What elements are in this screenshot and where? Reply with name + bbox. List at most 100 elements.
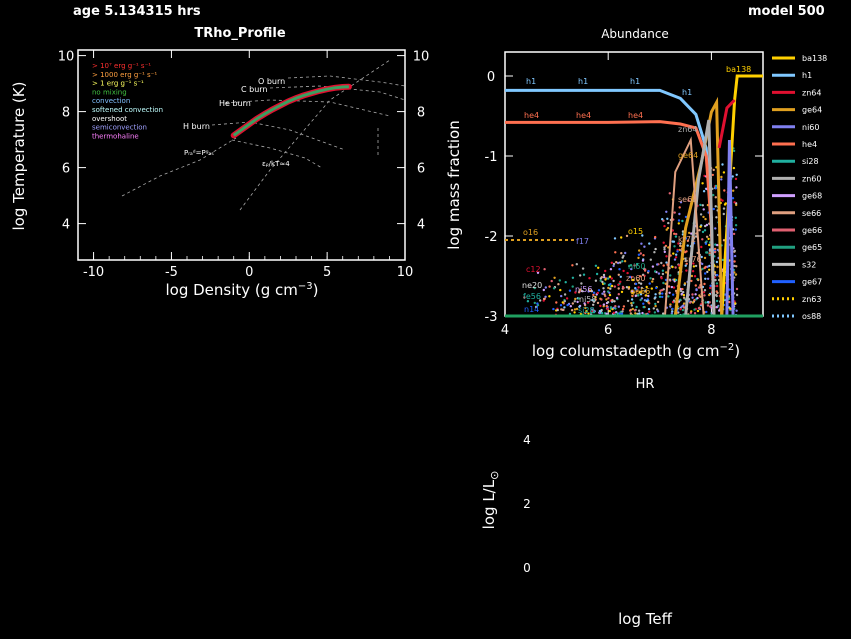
y-tick-label-right: 4	[417, 218, 425, 233]
y-tick-label: -1	[485, 150, 498, 165]
abundance-dot	[602, 273, 606, 277]
abundance-dot	[716, 273, 719, 277]
abundance-dot	[645, 299, 648, 303]
abundance-dot	[704, 217, 707, 221]
abundance-dot	[701, 262, 704, 266]
abundance-dot	[669, 274, 672, 277]
abundance-dot	[716, 243, 719, 247]
abundance-dot	[718, 309, 721, 312]
abundance-dot	[621, 260, 624, 263]
abundance-dot	[637, 309, 641, 312]
abundance-dot	[636, 312, 639, 316]
abundance-dot	[576, 300, 579, 304]
abundance-dot	[641, 234, 644, 237]
abundance-dot	[604, 278, 607, 281]
abundance-dot	[732, 189, 735, 192]
abundance-dot	[672, 240, 676, 243]
abundance-dot	[610, 284, 614, 288]
trho-legend-entry: semiconvection	[92, 124, 147, 132]
abundance-dot	[649, 277, 652, 280]
abundance-dot	[637, 256, 640, 260]
abundance-dot	[689, 301, 692, 304]
abundance-dot	[564, 281, 567, 284]
abundance-dot	[585, 309, 588, 313]
abundance-legend-label: ba138	[802, 54, 827, 63]
curve-label: ni56	[575, 285, 592, 294]
abundance-legend-label: zn60	[802, 174, 821, 183]
trho-frame	[77, 49, 406, 261]
abundance-dot	[594, 264, 598, 267]
abundance-dot	[669, 305, 672, 308]
curve-label: zn60	[626, 274, 645, 283]
abundance-dot	[734, 216, 737, 219]
abundance-dot	[682, 291, 685, 294]
abundance-dot	[638, 275, 642, 278]
abundance-dot	[715, 294, 718, 298]
abundance-dot	[716, 248, 719, 252]
abundance-dot	[721, 163, 724, 166]
hr-ytick: 0	[523, 561, 531, 575]
abundance-dot	[544, 295, 547, 298]
abundance-dot	[661, 269, 665, 272]
abundance-dot	[693, 312, 697, 315]
abundance-dot	[608, 275, 612, 278]
abundance-legend-label: he4	[802, 140, 817, 149]
abundance-dot	[647, 269, 650, 273]
abundance-dot	[701, 204, 704, 207]
abundance-dot	[641, 273, 645, 276]
abundance-dot	[614, 307, 617, 310]
abundance-dot	[565, 297, 569, 300]
abundance-dot	[692, 262, 695, 265]
abundance-dot	[648, 242, 651, 245]
y-tick-label: -2	[485, 230, 498, 245]
abundance-legend-label: ge68	[802, 192, 822, 201]
trho-prad-label: Pᵣₐᵈ=Pᵍₐₛ	[184, 149, 214, 157]
abundance-dot	[648, 302, 651, 305]
abundance-dot	[639, 282, 643, 285]
curve-label: h1	[630, 77, 640, 86]
abundance-legend-label: zn63	[802, 295, 821, 304]
abundance-dot	[563, 300, 566, 303]
abundance-dot	[615, 296, 619, 300]
abundance-dot	[526, 300, 530, 303]
abundance-dot	[599, 279, 602, 282]
abundance-dot	[704, 301, 707, 304]
abundance-dot	[691, 301, 695, 304]
abundance-dot	[734, 228, 737, 231]
abundance-dot	[732, 149, 736, 153]
abundance-dot	[684, 257, 687, 260]
curve-label: n14	[524, 305, 539, 314]
abundance-dot	[663, 248, 666, 251]
curve-label: c12	[526, 265, 541, 274]
abundance-dot	[734, 177, 738, 181]
abundance-dot	[629, 264, 633, 267]
abundance-dot	[662, 281, 665, 285]
abundance-dot	[550, 279, 553, 283]
abundance-dot	[574, 291, 577, 294]
abundance-dot	[544, 286, 547, 289]
abundance-dot	[639, 298, 642, 302]
abundance-dot	[684, 264, 687, 267]
abundance-dot	[534, 305, 538, 309]
abundance-dot	[682, 293, 686, 297]
abundance-dot	[654, 235, 657, 239]
abundance-dot	[612, 262, 616, 266]
curve-label: ni58	[579, 295, 596, 304]
abundance-dot	[697, 307, 701, 310]
abundance-dot	[735, 293, 739, 297]
abundance-dot	[701, 230, 705, 234]
trho-y-label: log Temperature (K)	[10, 82, 28, 231]
abundance-dot	[705, 223, 709, 227]
abundance-dot	[644, 268, 647, 271]
abundance-dot	[720, 178, 723, 181]
abundance-dot	[595, 272, 599, 276]
abundance-dot	[637, 281, 641, 284]
abundance-dot	[611, 299, 614, 302]
abundance-dot	[735, 173, 738, 176]
abundance-dot	[662, 312, 665, 315]
abundance-dot	[570, 309, 574, 312]
x-tick-label: 10	[397, 265, 414, 280]
abundance-dot	[605, 298, 608, 301]
abundance-dot	[728, 300, 731, 304]
abundance-dot	[674, 235, 678, 238]
